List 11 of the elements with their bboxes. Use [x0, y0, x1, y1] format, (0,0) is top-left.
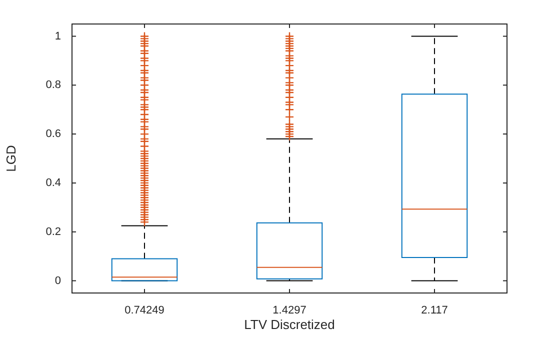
- y-tick-label: 0.6: [46, 128, 61, 140]
- y-tick-label: 0.4: [46, 176, 61, 189]
- y-tick-label: 0.2: [46, 226, 61, 238]
- x-tick-label: 0.74249: [124, 304, 164, 317]
- y-tick-label: 1: [54, 30, 61, 42]
- x-tick-label: 1.4297: [272, 304, 306, 317]
- y-tick-label: 0: [54, 274, 61, 287]
- y-axis-title: LGD: [3, 145, 18, 172]
- x-axis-title: LTV Discretized: [244, 316, 335, 332]
- y-tick-label: 0.8: [46, 79, 61, 92]
- x-tick-label: 2.117: [421, 304, 448, 317]
